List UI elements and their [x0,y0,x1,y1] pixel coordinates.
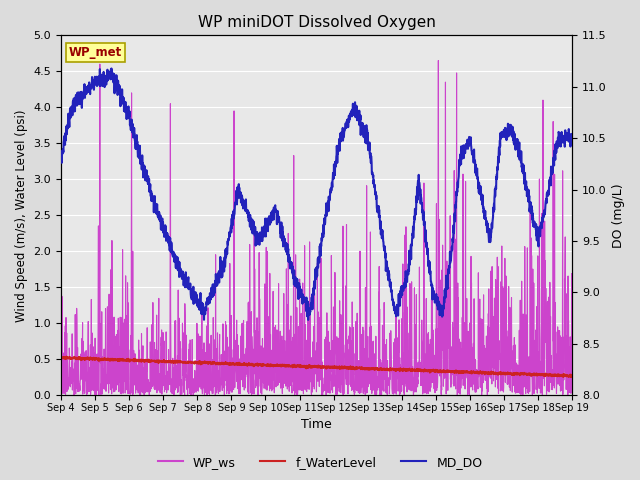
X-axis label: Time: Time [301,419,332,432]
Title: WP miniDOT Dissolved Oxygen: WP miniDOT Dissolved Oxygen [198,15,435,30]
Y-axis label: Wind Speed (m/s), Water Level (psi): Wind Speed (m/s), Water Level (psi) [15,109,28,322]
Text: WP_met: WP_met [68,46,122,59]
Y-axis label: DO (mg/L): DO (mg/L) [612,183,625,248]
Legend: WP_ws, f_WaterLevel, MD_DO: WP_ws, f_WaterLevel, MD_DO [152,451,488,474]
